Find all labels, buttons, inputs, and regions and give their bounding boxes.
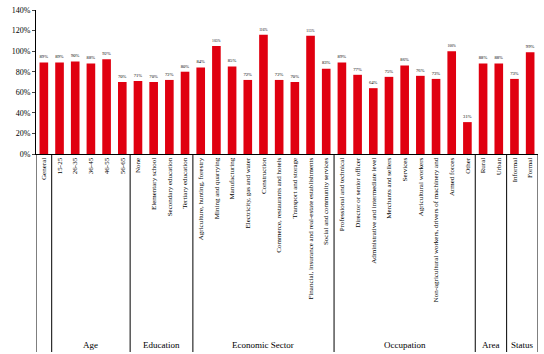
svg-text:Tertiary education: Tertiary education [181, 157, 189, 209]
svg-text:76%: 76% [416, 68, 425, 73]
svg-text:92%: 92% [102, 51, 111, 56]
svg-text:Professional and technical: Professional and technical [338, 158, 346, 232]
svg-text:Manufacturing: Manufacturing [228, 157, 236, 199]
svg-text:Urban: Urban [495, 157, 503, 175]
svg-text:88%: 88% [494, 55, 503, 60]
svg-text:Agriculture, hunting, forestry: Agriculture, hunting, forestry [197, 157, 205, 240]
svg-text:46-55: 46-55 [103, 157, 111, 174]
svg-text:Occupation: Occupation [384, 340, 426, 350]
svg-text:Formal: Formal [526, 158, 534, 178]
svg-text:Armed forces: Armed forces [448, 158, 456, 197]
svg-text:99%: 99% [526, 44, 535, 49]
svg-text:140%: 140% [12, 6, 31, 15]
svg-text:77%: 77% [353, 67, 362, 72]
svg-text:31%: 31% [463, 114, 472, 119]
svg-text:None: None [134, 158, 142, 173]
svg-text:116%: 116% [259, 28, 267, 32]
svg-text:0%: 0% [20, 150, 31, 159]
svg-text:100%: 100% [12, 47, 31, 56]
svg-text:Area: Area [482, 340, 500, 350]
svg-text:Commerce, restaurants and hote: Commerce, restaurants and hotels [275, 158, 283, 253]
svg-text:Rural: Rural [479, 158, 487, 174]
svg-text:Electricity, gas and water: Electricity, gas and water [244, 157, 252, 228]
svg-text:70%: 70% [149, 74, 158, 79]
svg-text:Secondary education: Secondary education [166, 157, 174, 216]
svg-text:80%: 80% [16, 68, 31, 77]
svg-text:72%: 72% [165, 72, 174, 77]
svg-text:Status: Status [511, 340, 534, 350]
svg-text:Financial, insurance and real-: Financial, insurance and real-estate est… [307, 158, 315, 300]
svg-text:Merchants and sellers: Merchants and sellers [385, 158, 393, 219]
svg-text:88%: 88% [479, 55, 488, 60]
svg-text:Elementary school: Elementary school [150, 158, 158, 210]
svg-text:85%: 85% [228, 58, 237, 63]
svg-text:73%: 73% [510, 71, 519, 76]
svg-text:72%: 72% [275, 72, 284, 77]
svg-text:Social and community services: Social and community services [322, 158, 330, 246]
svg-text:20%: 20% [16, 129, 31, 138]
svg-text:Education: Education [143, 340, 180, 350]
svg-text:89%: 89% [338, 54, 347, 59]
svg-text:60%: 60% [16, 88, 31, 97]
svg-text:Administrative and intermediat: Administrative and intermediate level [370, 158, 378, 264]
svg-text:89%: 89% [55, 54, 64, 59]
svg-text:Economic Sector: Economic Sector [232, 340, 294, 350]
svg-text:15-25: 15-25 [56, 157, 64, 174]
svg-text:88%: 88% [87, 55, 96, 60]
svg-text:Transport and storage: Transport and storage [291, 158, 299, 219]
svg-text:83%: 83% [322, 60, 331, 65]
svg-text:80%: 80% [181, 64, 190, 69]
svg-text:Informal: Informal [511, 158, 519, 183]
svg-text:120%: 120% [12, 26, 31, 35]
svg-text:26-35: 26-35 [71, 157, 79, 174]
svg-text:89%: 89% [40, 54, 49, 59]
svg-text:36-45: 36-45 [87, 157, 95, 174]
svg-text:Age: Age [83, 340, 98, 350]
svg-text:Mining and quarrying: Mining and quarrying [213, 157, 221, 219]
svg-text:Non-agricultural workers, driv: Non-agricultural workers, drivers of mac… [432, 157, 440, 302]
svg-text:70%: 70% [291, 74, 300, 79]
svg-text:40%: 40% [16, 109, 31, 118]
svg-text:Services: Services [401, 158, 409, 182]
svg-text:56-65: 56-65 [119, 157, 127, 174]
svg-text:71%: 71% [134, 73, 143, 78]
svg-text:Agricultural workers: Agricultural workers [417, 158, 425, 217]
svg-text:73%: 73% [432, 71, 441, 76]
svg-text:70%: 70% [118, 74, 127, 79]
svg-text:Director or senior officer: Director or senior officer [354, 157, 362, 228]
svg-text:75%: 75% [385, 69, 394, 74]
svg-text:115%: 115% [306, 29, 314, 33]
svg-text:90%: 90% [71, 53, 80, 58]
svg-text:100%: 100% [447, 44, 455, 48]
svg-text:72%: 72% [243, 72, 252, 77]
svg-text:86%: 86% [400, 57, 409, 62]
svg-text:64%: 64% [369, 80, 378, 85]
svg-text:Other: Other [464, 157, 472, 174]
svg-text:105%: 105% [212, 39, 220, 43]
svg-text:84%: 84% [196, 59, 205, 64]
svg-text:Construction: Construction [260, 157, 268, 194]
svg-text:General: General [40, 158, 48, 180]
